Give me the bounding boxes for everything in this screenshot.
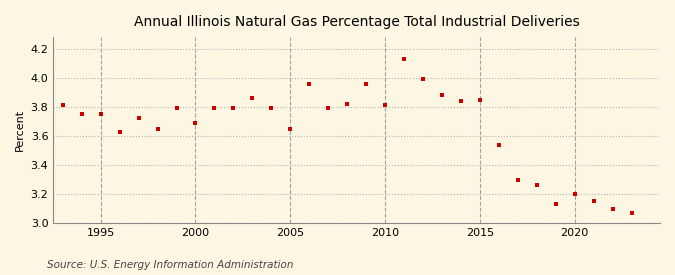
- Y-axis label: Percent: Percent: [15, 109, 25, 151]
- Title: Annual Illinois Natural Gas Percentage Total Industrial Deliveries: Annual Illinois Natural Gas Percentage T…: [134, 15, 580, 29]
- Text: Source: U.S. Energy Information Administration: Source: U.S. Energy Information Administ…: [47, 260, 294, 270]
